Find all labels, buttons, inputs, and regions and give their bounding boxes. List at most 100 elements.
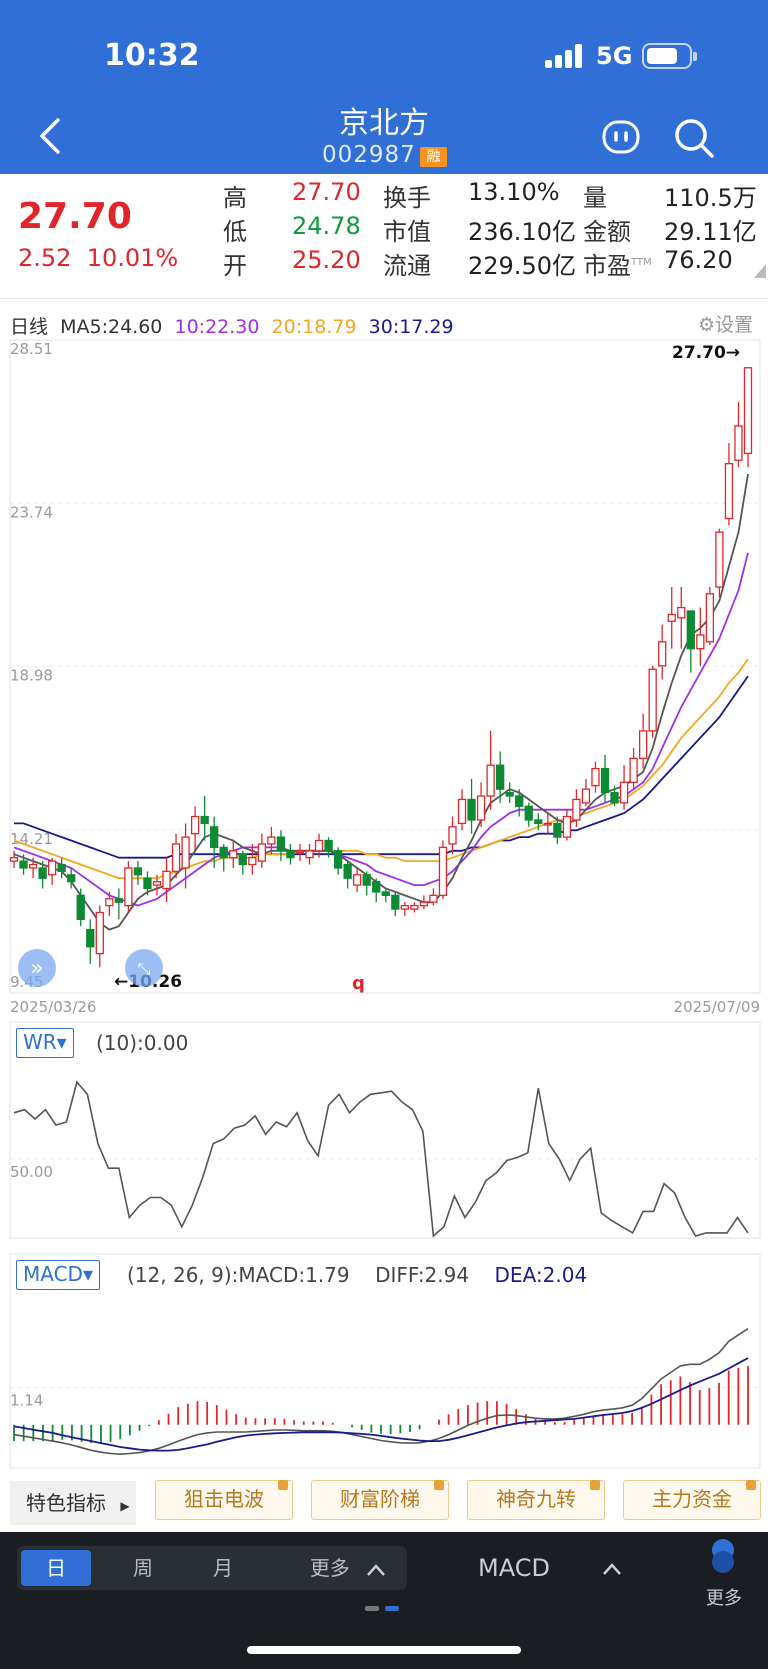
stat-label: 量 [583,184,607,212]
status-time: 10:32 [104,38,200,73]
more-label[interactable]: 更多 [706,1588,742,1609]
tool-wealth-ladder[interactable]: 财富阶梯 [311,1480,449,1520]
candle-body [715,531,724,588]
x-start-label: 2025/03/26 [10,998,96,1016]
fullscreen-button[interactable] [125,949,163,987]
candle-body [505,791,514,797]
feature-indicators-button[interactable]: 特色指标 ▶ [10,1481,136,1525]
candle-body [400,904,409,910]
last-price: 27.70 [18,196,132,237]
candle-body [696,634,705,650]
expand-button[interactable] [18,949,56,987]
candle-body [448,826,457,845]
candle-body [19,860,28,869]
candle-body [534,819,543,825]
candle-body [619,781,629,804]
ma30-line [14,675,749,859]
candle-body [562,815,572,838]
lock-icon [746,1480,756,1490]
candle-body [219,846,228,859]
period-month[interactable]: 月 [213,1556,233,1580]
tool-label: 主力资金 [652,1487,732,1511]
macd-label: MACD [23,1262,83,1286]
ma10-line [13,552,749,907]
ma20-value: 20:18.79 [271,316,357,338]
lock-icon [278,1480,288,1490]
candle-body [705,593,715,643]
candle-body [114,898,124,903]
high-price-label: 27.70→ [672,343,740,363]
stat-value: 24.78 [292,212,361,240]
period-week[interactable]: 周 [133,1556,153,1580]
wr-label: WR [23,1030,57,1054]
change-percent: 10.01% [86,244,179,272]
candle-body [305,850,314,859]
candle-body [629,757,638,783]
candle-body [76,894,85,920]
candle-body [124,867,133,907]
corner-arrow-icon [754,264,766,278]
candle-body [648,668,657,732]
candle-body [190,815,200,835]
candle-body [515,795,524,807]
tool-magic-nine[interactable]: 神奇九转 [467,1480,605,1520]
lock-icon [434,1480,444,1490]
indicator-switch[interactable]: MACD [478,1554,622,1582]
quote-panel: 27.70 2.52 10.01% 高 27.70 换手 13.10% 量 110.5万低… [0,174,768,298]
stat-label: 开 [223,252,247,280]
stat-value: 236.10亿 [468,218,576,246]
chevron-up-icon [367,1563,386,1576]
macd-chart-frame [9,1253,761,1469]
candle-body [314,839,324,852]
y-tick-label: 28.51 [10,340,53,358]
tool-sniper-wave[interactable]: 狙击电波 [155,1480,293,1520]
y-tick-label: 18.98 [10,667,53,685]
candle-body [438,846,448,897]
candle-body [353,874,362,886]
candle-body [743,367,753,455]
candle-body [295,850,305,853]
macd-indicator-select[interactable]: MACD▾ [16,1260,100,1290]
y-tick-label: 23.74 [10,503,53,521]
candle-body [95,911,104,955]
ma5-line [13,473,749,931]
dea-value: DEA:2.04 [494,1263,588,1287]
candle-body [152,881,162,886]
candle-body [181,836,190,869]
candle-body [600,767,610,794]
assistant-robot-icon[interactable] [601,117,641,157]
battery-icon [642,43,697,69]
period-day[interactable]: 日 [21,1550,91,1586]
tool-main-capital[interactable]: 主力资金 [623,1480,761,1520]
candle-body [419,901,429,907]
candle-body [143,877,152,890]
ma-legend: 日线 MA5:24.60 10:22.30 20:18.79 30:17.29 [10,312,454,339]
signal-icon [545,44,585,68]
macd-y-tick: 1.14 [10,1392,43,1410]
stat-value: 27.70 [292,178,361,206]
candle-body [257,843,266,862]
charts-area[interactable]: 28.5123.7418.9814.219.4527.70→←10.26q202… [0,0,768,1470]
candle-body [9,857,19,862]
back-icon[interactable] [34,114,68,158]
candle-body [248,857,257,866]
candle-body [67,874,76,883]
search-icon[interactable] [672,116,716,160]
stat-label: 高 [223,184,247,212]
lock-icon [590,1480,600,1490]
candle-body [429,894,438,903]
candle-body [28,863,38,869]
margin-badge: 融 [420,147,447,167]
double-chevron-icon: » [30,956,43,981]
candle-body [658,641,667,667]
candle-body [724,463,734,520]
wr-indicator-select[interactable]: WR▾ [16,1028,74,1058]
chart-settings[interactable]: ⚙设置 [698,310,753,337]
candle-body [638,730,648,759]
more-icon[interactable] [710,1536,736,1576]
tool-label: 狙击电波 [184,1487,264,1511]
fullscreen-icon: ⤡ [138,959,151,978]
macd-params: (12, 26, 9):MACD:1.79 DIFF:2.94 DEA:2.04 [127,1263,587,1287]
wr-chart-frame [9,1021,761,1239]
period-more[interactable]: 更多 [293,1546,403,1590]
